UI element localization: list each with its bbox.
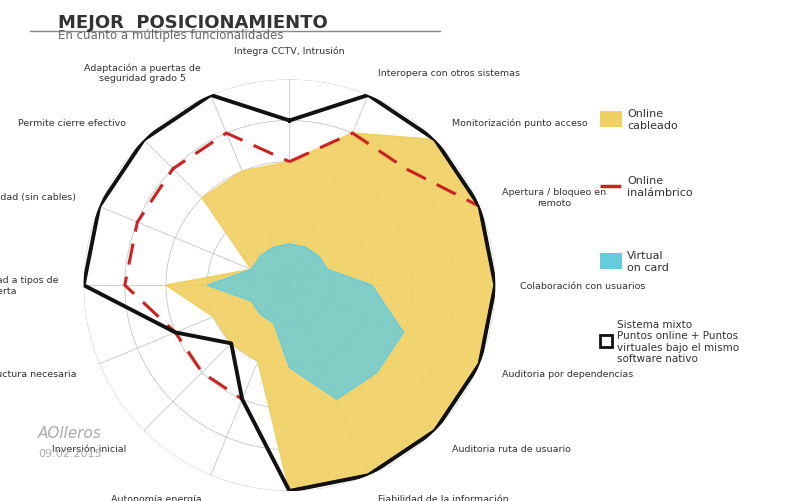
Text: AOlleros: AOlleros	[38, 426, 102, 440]
Text: Integra CCTV, Intrusión: Integra CCTV, Intrusión	[234, 46, 344, 56]
FancyBboxPatch shape	[599, 335, 611, 347]
Text: En cuanto a múltiples funcionalidades: En cuanto a múltiples funcionalidades	[58, 29, 283, 42]
Text: 09.02.2015: 09.02.2015	[38, 448, 101, 458]
Text: Online
inalámbrico: Online inalámbrico	[626, 176, 691, 197]
Polygon shape	[207, 244, 403, 399]
Text: MEJOR  POSICIONAMIENTO: MEJOR POSICIONAMIENTO	[58, 14, 328, 32]
Text: Auditoria por dependencias: Auditoria por dependencias	[502, 369, 633, 378]
Text: Autonomía energía: Autonomía energía	[111, 493, 201, 501]
FancyBboxPatch shape	[599, 254, 622, 270]
Text: Apertura / bloqueo en
remoto: Apertura / bloqueo en remoto	[502, 188, 605, 207]
Text: Virtual
on card: Virtual on card	[626, 250, 668, 272]
Text: Online
cableado: Online cableado	[626, 109, 677, 131]
Text: Baja infraestructura necesaria: Baja infraestructura necesaria	[0, 369, 76, 378]
Polygon shape	[165, 134, 495, 491]
Text: Auditoria ruta de usuario: Auditoria ruta de usuario	[452, 444, 571, 453]
Text: Adaptación a puertas de
seguridad grado 5: Adaptación a puertas de seguridad grado …	[84, 63, 201, 83]
Text: Adaptabilidad a tipos de
puerta: Adaptabilidad a tipos de puerta	[0, 276, 59, 295]
Text: Movilidad (sin cables): Movilidad (sin cables)	[0, 193, 76, 202]
Text: Sistema mixto
Puntos online + Puntos
virtuales bajo el mismo
software nativo: Sistema mixto Puntos online + Puntos vir…	[616, 319, 738, 364]
Text: Inversión inicial: Inversión inicial	[52, 444, 126, 453]
Text: Permite cierre efectivo: Permite cierre efectivo	[18, 118, 126, 127]
FancyBboxPatch shape	[599, 112, 622, 128]
Text: Fiabilidad de la información: Fiabilidad de la información	[377, 493, 507, 501]
Text: Colaboración con usuarios: Colaboración con usuarios	[520, 281, 645, 290]
Text: Interopera con otros sistemas: Interopera con otros sistemas	[377, 69, 519, 78]
Text: Monitorización punto acceso: Monitorización punto acceso	[452, 118, 587, 128]
